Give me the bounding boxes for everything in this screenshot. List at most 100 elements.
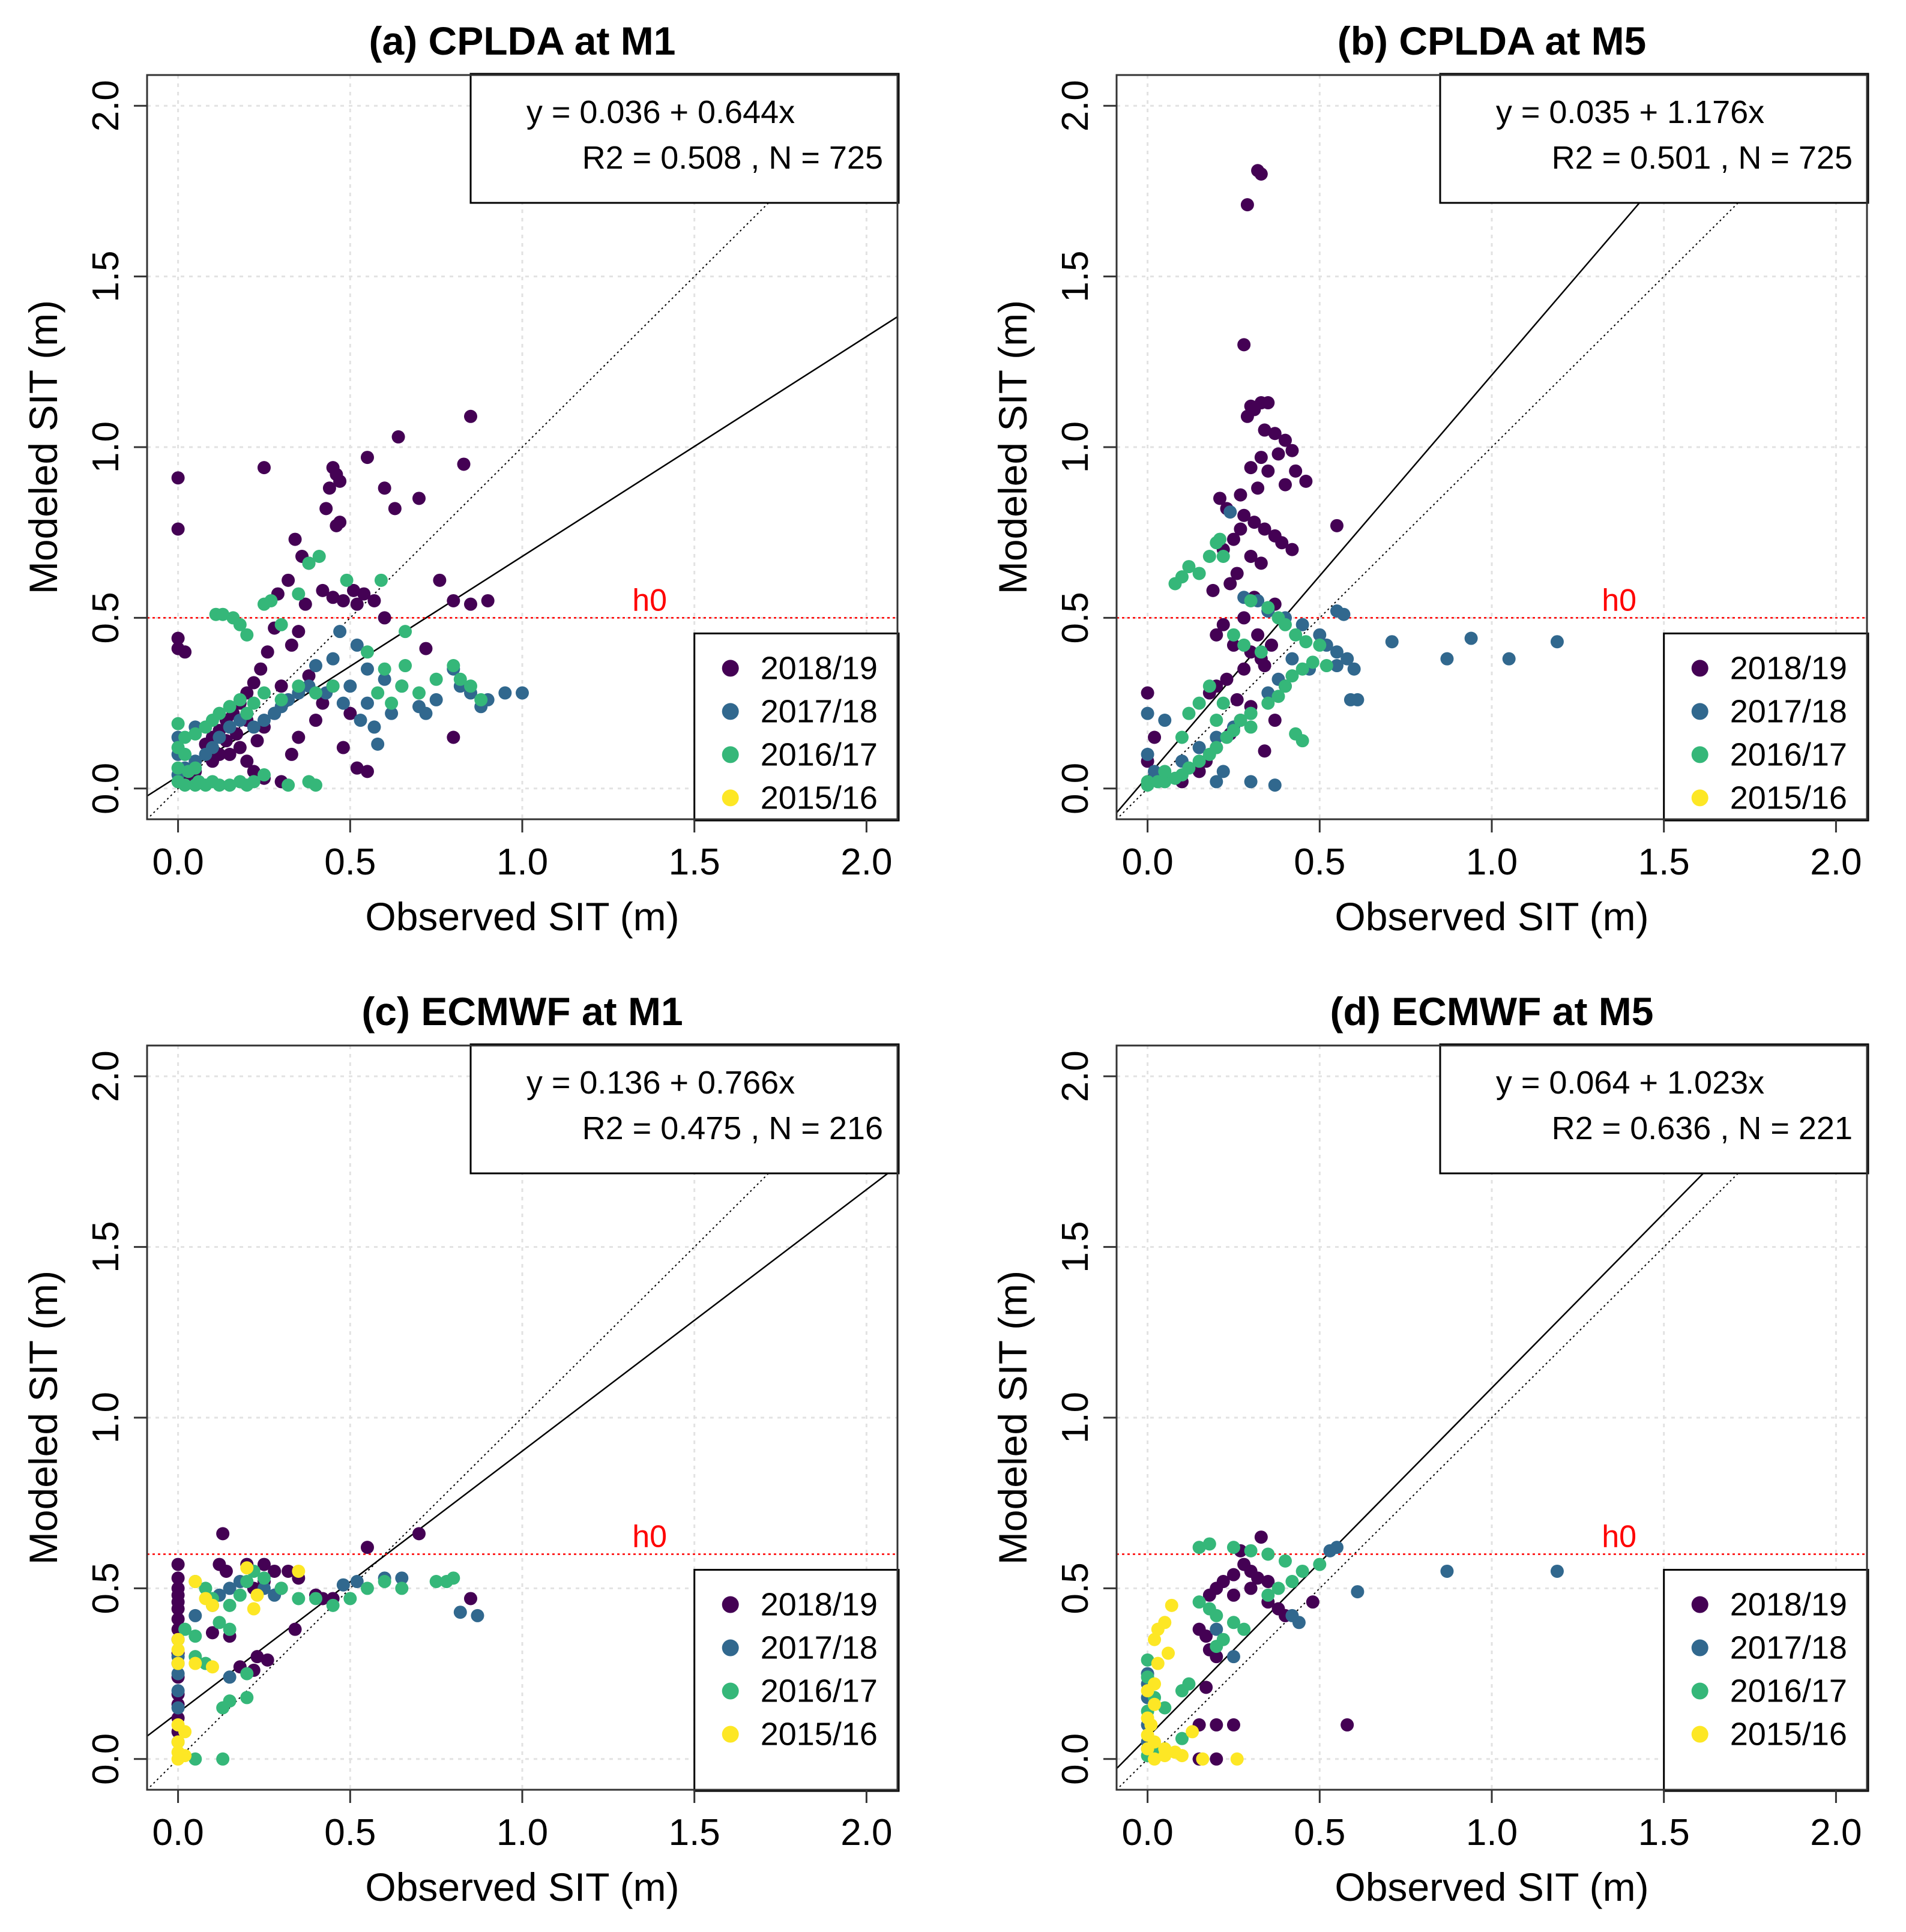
data-point <box>288 532 302 546</box>
legend-marker <box>1691 660 1708 677</box>
equation-box <box>1439 1043 1869 1175</box>
legend-label: 2015/16 <box>761 780 878 816</box>
data-point <box>292 625 306 639</box>
data-point <box>1278 1554 1292 1568</box>
data-point <box>274 693 288 706</box>
data-point <box>395 679 409 693</box>
data-point <box>1175 1732 1189 1745</box>
data-point <box>1244 775 1258 789</box>
data-point <box>1192 1541 1206 1554</box>
data-point <box>1234 488 1247 502</box>
data-point <box>1175 1684 1189 1698</box>
data-point <box>1186 1725 1199 1739</box>
data-point <box>240 1691 254 1705</box>
data-point <box>1261 1547 1275 1561</box>
y-tick-label: 2.0 <box>85 1050 127 1102</box>
panel-a: (a) CPLDA at M1 h0 y = 0.036 + 0.644x R2 = … <box>21 19 900 939</box>
x-tick-label: 1.5 <box>669 841 720 883</box>
data-point <box>223 1622 237 1636</box>
one-to-one-line <box>147 1046 897 1790</box>
data-point <box>399 659 412 673</box>
data-point <box>223 1670 237 1684</box>
data-point <box>292 587 306 601</box>
data-point <box>326 679 340 693</box>
h0-label: h0 <box>1602 1520 1636 1554</box>
data-point <box>1165 1598 1178 1612</box>
data-point <box>1258 522 1271 536</box>
data-point <box>213 1616 226 1630</box>
data-point <box>254 662 268 676</box>
data-point <box>1230 693 1244 706</box>
data-point <box>247 775 261 789</box>
legend-marker <box>722 1596 739 1613</box>
data-point <box>326 1598 340 1612</box>
data-point <box>292 1564 306 1578</box>
one-to-one-line <box>147 75 897 819</box>
data-point <box>1182 560 1196 574</box>
data-point <box>1261 686 1275 700</box>
data-point <box>1251 628 1265 642</box>
data-point <box>213 730 226 744</box>
reference-lines <box>147 1046 897 1790</box>
data-point <box>1275 536 1289 550</box>
data-point <box>292 679 306 693</box>
data-point <box>309 1592 322 1605</box>
x-tick-label: 1.5 <box>669 1812 720 1853</box>
y-tick-label: 0.0 <box>85 1733 127 1785</box>
data-point <box>309 778 322 792</box>
panel-title: (d) ECMWF at M5 <box>1330 989 1654 1034</box>
legend-marker <box>1691 1596 1708 1613</box>
data-point <box>1226 1541 1240 1554</box>
x-axis-label: Observed SIT (m) <box>365 1865 679 1909</box>
data-point <box>178 730 192 744</box>
legend-marker <box>722 1726 739 1743</box>
data-point <box>171 1612 185 1626</box>
y-tick-label: 0.5 <box>85 1562 127 1614</box>
data-point <box>1141 686 1154 700</box>
data-point <box>250 1650 264 1664</box>
data-point <box>1210 1622 1223 1636</box>
data-point <box>268 1564 282 1578</box>
data-point <box>319 502 333 516</box>
data-point <box>1258 423 1271 437</box>
data-point <box>474 693 488 706</box>
x-tick-label: 1.0 <box>1466 1812 1518 1853</box>
data-point <box>447 1571 460 1585</box>
data-point <box>1141 1742 1154 1756</box>
data-point <box>1226 628 1240 642</box>
data-point <box>171 1633 185 1646</box>
data-point <box>1202 550 1216 564</box>
data-point <box>257 686 271 700</box>
fit-equation: y = 0.036 + 0.644x <box>526 94 795 130</box>
x-tick-label: 0.0 <box>1122 841 1174 883</box>
data-point <box>188 1752 202 1766</box>
data-point <box>1210 1718 1223 1732</box>
data-point <box>188 1630 202 1643</box>
y-tick-label: 1.5 <box>85 1221 127 1272</box>
data-point <box>1175 730 1189 744</box>
data-point <box>360 451 374 465</box>
data-point <box>336 741 350 754</box>
legend-marker <box>1691 1682 1708 1700</box>
data-point <box>1220 672 1234 686</box>
data-point <box>391 430 405 444</box>
x-axis-label: Observed SIT (m) <box>1335 894 1648 939</box>
data-point <box>292 730 306 744</box>
data-point <box>1265 638 1279 652</box>
y-tick-label: 1.5 <box>85 250 127 302</box>
data-point <box>205 1598 219 1612</box>
data-point <box>1285 669 1299 683</box>
data-point <box>367 720 381 734</box>
data-point <box>1292 1616 1306 1630</box>
data-point <box>1148 1697 1162 1711</box>
data-point <box>188 1608 202 1622</box>
data-point <box>285 638 298 652</box>
data-point <box>171 717 185 730</box>
data-point <box>316 583 330 597</box>
legend-marker <box>722 703 739 720</box>
data-point <box>1223 577 1237 591</box>
data-point <box>1168 577 1182 591</box>
data-point <box>1202 1537 1216 1551</box>
data-point <box>1158 1701 1172 1715</box>
data-point <box>298 597 312 611</box>
